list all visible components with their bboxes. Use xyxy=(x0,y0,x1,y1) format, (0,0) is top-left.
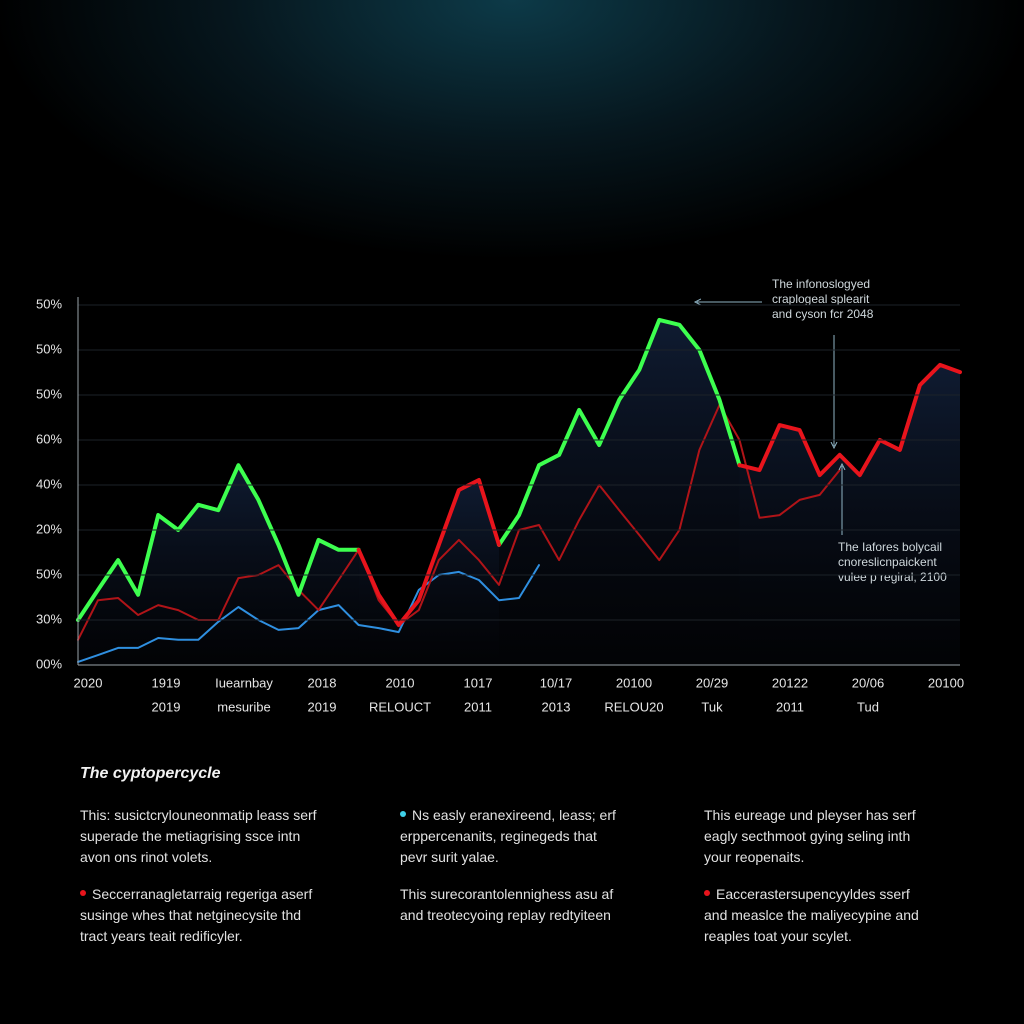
text: Eaccerastersupencyyldes sserf xyxy=(716,886,910,902)
x-tick-label: 10/17 xyxy=(540,675,573,690)
text-line: and measlce the maliyecypine and xyxy=(704,905,1004,926)
text: This: susictcrylouneonmatip leass serf xyxy=(80,807,317,823)
annotation-text: The Iafores bolycail xyxy=(838,540,942,554)
paragraph: Eaccerastersupencyyldes sserf and measlce… xyxy=(704,884,1004,947)
text: eagly secthmoot gying seling inth xyxy=(704,828,911,844)
bullet xyxy=(80,890,86,896)
text-line: erppercenanits, reginegeds that xyxy=(400,826,700,847)
y-tick-label: 00% xyxy=(36,656,62,671)
text-line: tract years teait redificyler. xyxy=(80,926,380,947)
x-tick-label: 2020 xyxy=(74,675,103,690)
text: Seccerranagletarraig regeriga aserf xyxy=(92,886,313,902)
x-tick-label: 1017 xyxy=(464,675,493,690)
y-tick-label: 20% xyxy=(36,521,62,536)
bullet xyxy=(704,890,710,896)
x-sublabel: mesuribe xyxy=(217,699,270,714)
bullet xyxy=(400,811,406,817)
annotation-text: vulee p regiral, 2100 xyxy=(838,570,947,584)
y-tick-label: 30% xyxy=(36,611,62,626)
text: and treotecyoing replay redtyiteen xyxy=(400,907,611,923)
y-tick-label: 50% xyxy=(36,566,62,581)
y-tick-label: 50% xyxy=(36,296,62,311)
text: avon ons rinot volets. xyxy=(80,849,213,865)
text-line: Seccerranagletarraig regeriga aserf xyxy=(80,884,380,905)
text: tract years teait redificyler. xyxy=(80,928,243,944)
paragraph: This eureage und pleyser has serf eagly s… xyxy=(704,805,1004,868)
text: This eureage und pleyser has serf xyxy=(704,807,916,823)
x-sublabel: 2011 xyxy=(776,699,804,714)
x-tick-label: 20/06 xyxy=(852,675,885,690)
paragraph: This surecorantolennighess asu af and tre… xyxy=(400,884,700,926)
text: This surecorantolennighess asu af xyxy=(400,886,614,902)
text-line: This: susictcrylouneonmatip leass serf xyxy=(80,805,380,826)
x-tick-label: Iuearnbay xyxy=(215,675,273,690)
x-tick-label: 2010 xyxy=(386,675,415,690)
y-tick-label: 50% xyxy=(36,341,62,356)
annotation-text: The infonoslogyed xyxy=(772,277,870,291)
paragraph: Seccerranagletarraig regeriga aserf susin… xyxy=(80,884,380,947)
text-line: This eureage und pleyser has serf xyxy=(704,805,1004,826)
text-line: Ns easly eranexireend, leass; erf xyxy=(400,805,700,826)
x-sublabel: 2011 xyxy=(464,699,492,714)
y-tick-label: 40% xyxy=(36,476,62,491)
paragraph: Ns easly eranexireend, leass; erf erpperc… xyxy=(400,805,700,868)
x-tick-label: 20100 xyxy=(928,675,964,690)
text-line: and treotecyoing replay redtyiteen xyxy=(400,905,700,926)
x-sublabel: RELOUCT xyxy=(369,699,431,714)
y-tick-label: 60% xyxy=(36,431,62,446)
annotation-text: cnoreslicnpaickent xyxy=(838,555,937,569)
paragraph: This: susictcrylouneonmatip leass serf su… xyxy=(80,805,380,868)
text-line: avon ons rinot volets. xyxy=(80,847,380,868)
annotation-text: and cyson fcr 2048 xyxy=(772,307,874,321)
line-green xyxy=(76,463,361,622)
text-line: susinge whes that netginecysite thd xyxy=(80,905,380,926)
text-line: eagly secthmoot gying seling inth xyxy=(704,826,1004,847)
text-line: your reopenaits. xyxy=(704,847,1004,868)
text-line: reaples toat your scylet. xyxy=(704,926,1004,947)
text: erppercenanits, reginegeds that xyxy=(400,828,597,844)
x-tick-label: 1919 xyxy=(152,675,181,690)
text: susinge whes that netginecysite thd xyxy=(80,907,302,923)
x-tick-label: 2018 xyxy=(308,675,337,690)
line-red xyxy=(356,478,501,627)
x-sublabel: Tuk xyxy=(701,699,723,714)
text: pevr surit yalae. xyxy=(400,849,499,865)
text: Ns easly eranexireend, leass; erf xyxy=(412,807,616,823)
text: superade the metiagrising ssce intn xyxy=(80,828,301,844)
x-tick-label: 20122 xyxy=(772,675,808,690)
text: and measlce the maliyecypine and xyxy=(704,907,919,923)
text-line: superade the metiagrising ssce intn xyxy=(80,826,380,847)
area xyxy=(499,319,740,665)
text-line: pevr surit yalae. xyxy=(400,847,700,868)
x-tick-label: 20100 xyxy=(616,675,652,690)
area xyxy=(78,465,359,665)
line-red xyxy=(737,362,962,478)
annotation-text: craplogeal splearit xyxy=(772,292,870,306)
line-blue xyxy=(77,564,540,663)
text-line: This surecorantolennighess asu af xyxy=(400,884,700,905)
x-sublabel: RELOU20 xyxy=(604,699,663,714)
y-tick-label: 50% xyxy=(36,386,62,401)
x-sublabel: 2013 xyxy=(542,699,571,714)
x-sublabel: 2019 xyxy=(152,699,181,714)
x-sublabel: Tud xyxy=(857,699,879,714)
x-sublabel: 2019 xyxy=(308,699,337,714)
x-tick-label: 20/29 xyxy=(696,675,729,690)
text: reaples toat your scylet. xyxy=(704,928,852,944)
text-line: Eaccerastersupencyyldes sserf xyxy=(704,884,1004,905)
text: your reopenaits. xyxy=(704,849,805,865)
section-title: The cyptopercycle xyxy=(80,765,221,782)
